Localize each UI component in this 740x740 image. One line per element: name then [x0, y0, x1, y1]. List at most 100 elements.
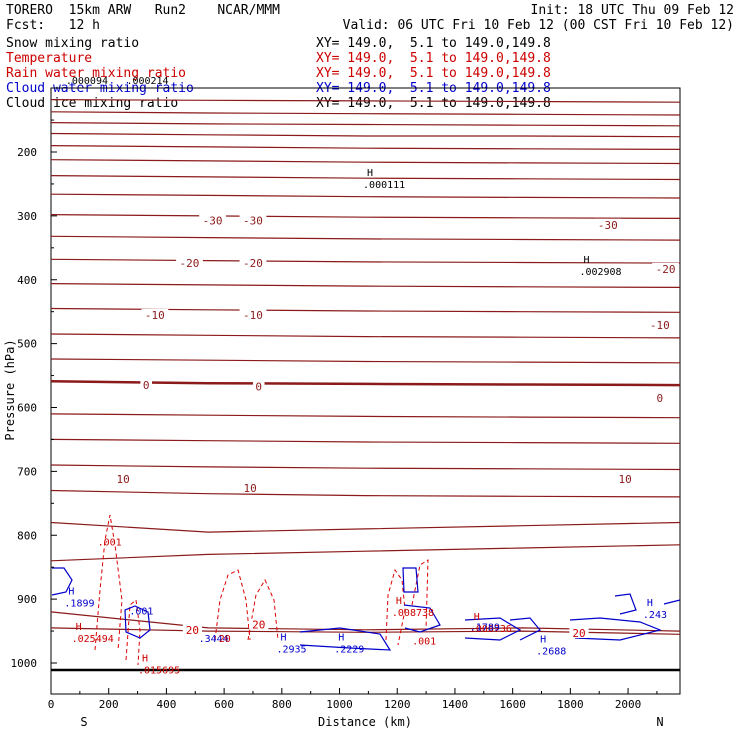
label-bg [176, 257, 203, 269]
isotherm-2 [50, 122, 681, 127]
max-marker: H [540, 634, 546, 645]
isotherm-10 [50, 258, 681, 264]
hydrometeor-contours [51, 514, 681, 666]
isotherm-0 [50, 99, 681, 103]
max-value-label: .008738 [392, 608, 434, 619]
max-value-label: .243 [643, 610, 667, 621]
max-marker: H [583, 255, 589, 266]
label-bg [239, 214, 267, 226]
max-value-label: .015695 [138, 665, 180, 676]
isotherm-label: 0 [255, 380, 262, 393]
isotherm-label: 20 [252, 619, 265, 632]
north-end-label: N [656, 715, 663, 729]
isotherm-3 [50, 132, 681, 138]
isotherm-20 [50, 521, 681, 533]
max-value-label: .2935 [276, 644, 306, 655]
cloud-water-contour-0 [51, 567, 73, 596]
x-tick-label: 800 [272, 698, 292, 711]
label-bg [239, 308, 267, 320]
y-tick-label: 1000 [11, 657, 38, 670]
y-tick-label: 600 [17, 402, 37, 415]
rain-contour-0 [94, 514, 123, 651]
isotherm-label: -10 [243, 309, 263, 322]
cloud-water-contour-7 [569, 617, 662, 641]
rain-contour-2 [247, 578, 279, 641]
x-tick-label: 1000 [326, 698, 353, 711]
field-xy-temperature: XY= 149.0, 5.1 to 149.0,149.8 [316, 51, 551, 66]
isotherm-label: -20 [243, 257, 263, 270]
y-tick-label: 400 [17, 274, 37, 287]
model-title: TORERO 15km ARW Run2 NCAR/MMM [6, 3, 280, 18]
isotherm-7 [50, 193, 681, 199]
x-tick-label: 200 [99, 698, 119, 711]
cloud-water-contour-8 [614, 593, 637, 615]
isotherm-5 [50, 159, 681, 165]
isotherm-label: -10 [650, 319, 670, 332]
label-bg [252, 380, 265, 392]
cloud-water-contour-1 [124, 605, 151, 639]
x-tick-label: 400 [156, 698, 176, 711]
isotherm-8 [50, 214, 681, 219]
max-value-label: .000214 [126, 76, 168, 87]
isotherm-label: -30 [203, 214, 223, 227]
max-value-label: .000094 [66, 76, 108, 87]
max-value-label: .001 [129, 607, 153, 618]
x-tick-label: 1600 [499, 698, 526, 711]
label-bg [646, 319, 674, 331]
cloud-water-contour-9 [663, 599, 681, 605]
label-bg [141, 308, 169, 320]
label-bg [654, 391, 666, 403]
field-xy-cloud-ice: XY= 149.0, 5.1 to 149.0,149.8 [316, 96, 551, 111]
field-xy-rain: XY= 149.0, 5.1 to 149.0,149.8 [316, 66, 551, 81]
max-value-label: .000111 [363, 180, 405, 191]
isotherm-16 [50, 413, 681, 419]
label-bg [113, 473, 133, 485]
isotherm-14 [50, 358, 681, 364]
cloud-water-contour-2 [299, 627, 392, 651]
isotherm-label: 20 [572, 627, 585, 640]
max-marker: H [474, 612, 480, 623]
isotherm-19 [50, 489, 681, 498]
plot-frame [50, 87, 681, 695]
label-bg [569, 626, 589, 638]
axes: 0 200 400 600 800 1000 1200 1400 1600 1800 2000200… [11, 119, 658, 711]
y-tick-label: 900 [17, 593, 37, 606]
south-end-label: S [80, 715, 87, 729]
label-bg [240, 481, 260, 493]
label-bg [615, 473, 635, 485]
valid-time: Valid: 06 UTC Fri 10 Feb 12 (00 CST Fri … [342, 18, 734, 33]
max-marker: H [367, 168, 373, 179]
label-bg [239, 257, 267, 269]
label-bg [652, 262, 679, 274]
y-tick-label: 300 [17, 210, 37, 223]
max-marker: H [396, 596, 402, 607]
isotherm-label: -20 [656, 263, 676, 276]
x-tick-label: 1400 [442, 698, 469, 711]
max-value-label: 20 [219, 634, 231, 645]
y-axis-title: Pressure (hPa) [3, 339, 17, 440]
rain-contour-4 [411, 559, 429, 631]
y-tick-label: 500 [17, 338, 37, 351]
rain-contour-3 [385, 568, 406, 646]
rain-contour-5 [125, 599, 141, 666]
max-value-label: .002908 [579, 267, 621, 278]
max-marker: H [68, 586, 74, 597]
label-bg [199, 214, 226, 226]
max-value-label: .2688 [536, 646, 566, 657]
field-label-snow: Snow mixing ratio [6, 36, 140, 51]
max-marker: H [280, 632, 286, 643]
x-tick-label: 1800 [557, 698, 584, 711]
isotherm-13 [50, 333, 681, 339]
isotherm-label: -30 [243, 214, 263, 227]
x-tick-label: 1200 [384, 698, 411, 711]
rain-contour-1 [214, 569, 251, 641]
isotherm-1 [50, 111, 681, 116]
cloud-water-contour-4 [403, 604, 441, 633]
label-bg [594, 218, 622, 230]
max-value-label: .025494 [72, 634, 114, 645]
isotherm-label: 20 [186, 624, 199, 637]
max-marker: H [647, 598, 653, 609]
isotherm-21 [50, 544, 681, 562]
x-tick-label: 600 [214, 698, 234, 711]
